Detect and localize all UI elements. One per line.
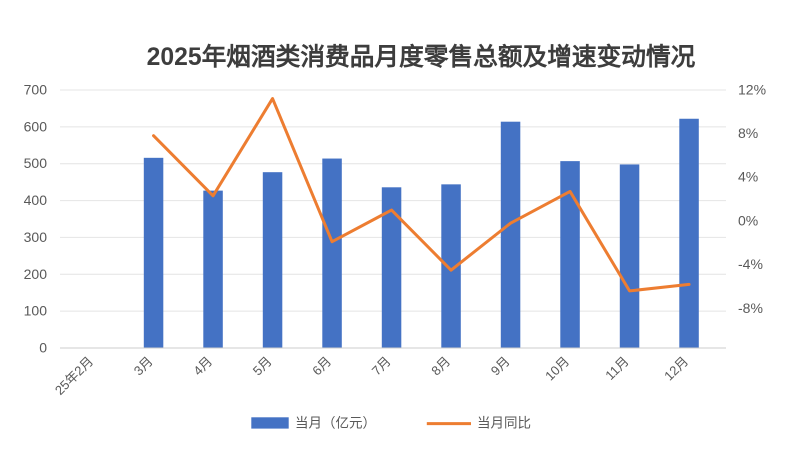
svg-text:12月: 12月 (661, 354, 691, 384)
svg-text:3月: 3月 (131, 354, 156, 379)
svg-text:25年2月: 25年2月 (52, 354, 96, 398)
svg-text:当月同比: 当月同比 (477, 416, 531, 431)
svg-text:6月: 6月 (309, 354, 334, 379)
svg-text:9月: 9月 (488, 354, 513, 379)
svg-text:0: 0 (39, 340, 47, 356)
svg-text:12%: 12% (738, 81, 766, 97)
svg-text:600: 600 (24, 118, 48, 134)
svg-text:10月: 10月 (542, 354, 572, 384)
svg-text:400: 400 (24, 192, 48, 208)
svg-text:100: 100 (24, 303, 48, 319)
svg-text:8月: 8月 (428, 354, 453, 379)
svg-text:8%: 8% (738, 125, 758, 141)
svg-text:11月: 11月 (602, 354, 631, 383)
svg-text:300: 300 (24, 229, 48, 245)
svg-text:5月: 5月 (250, 354, 275, 379)
svg-text:7月: 7月 (369, 354, 394, 379)
svg-text:-4%: -4% (738, 256, 763, 272)
svg-text:-8%: -8% (738, 300, 763, 316)
svg-text:0%: 0% (738, 213, 758, 229)
svg-text:当月（亿元）: 当月（亿元） (295, 416, 376, 431)
svg-text:4%: 4% (738, 169, 758, 185)
svg-text:4月: 4月 (190, 354, 215, 379)
svg-text:700: 700 (24, 82, 48, 98)
svg-text:500: 500 (24, 155, 48, 171)
svg-text:200: 200 (24, 266, 48, 282)
